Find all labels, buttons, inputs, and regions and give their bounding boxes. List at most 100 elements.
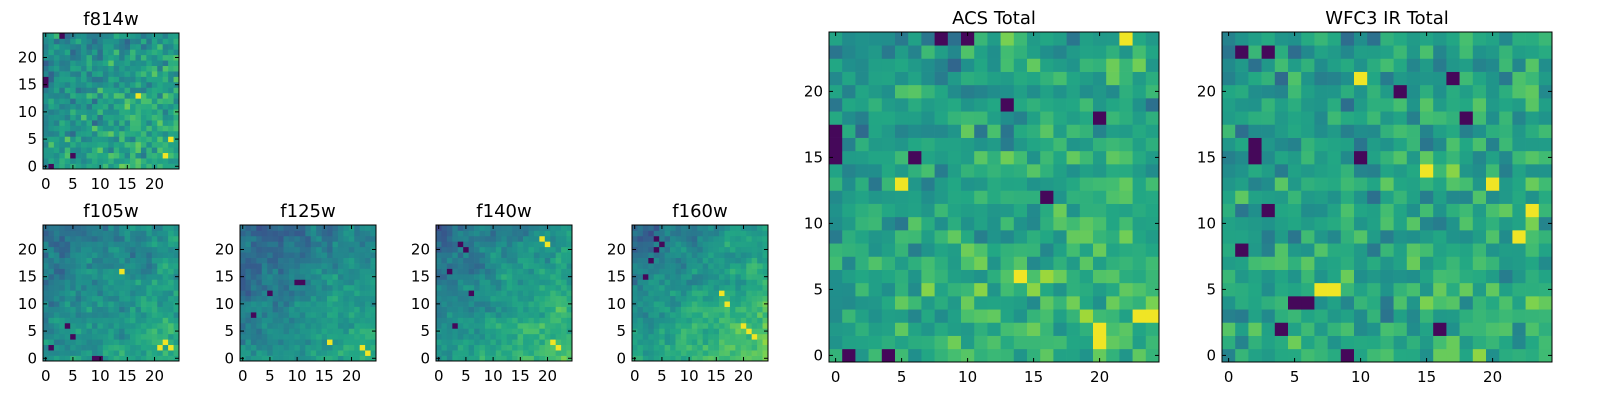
heatmap-cell (343, 350, 350, 356)
heatmap-cell (921, 177, 935, 191)
heatmap-cell (724, 344, 731, 351)
heatmap-cell (1367, 45, 1381, 59)
heatmap-cell (124, 284, 131, 291)
heatmap-cell (321, 301, 328, 307)
heatmap-cell (1013, 45, 1028, 59)
heatmap-cell (855, 322, 869, 336)
heatmap-cell (1145, 322, 1160, 336)
heatmap-cell (653, 322, 660, 329)
heatmap-cell (86, 295, 93, 302)
heatmap-cell (1499, 111, 1513, 125)
heatmap-cell (1288, 309, 1302, 323)
heatmap-cell (757, 339, 763, 346)
heatmap-cell (550, 328, 557, 335)
heatmap-cell (81, 109, 87, 115)
heatmap-cell (729, 268, 736, 275)
heatmap-cell (842, 150, 856, 165)
heatmap-cell (719, 333, 725, 340)
heatmap-cell (348, 257, 355, 264)
heatmap-cell (321, 344, 328, 351)
heatmap-cell (81, 163, 87, 170)
heatmap-cell (561, 333, 567, 340)
x-tick-label: 5 (68, 367, 78, 385)
heatmap-cell (146, 92, 153, 99)
heatmap-cell (305, 257, 312, 264)
heatmap-cell (1538, 216, 1553, 231)
heatmap-cell (664, 263, 671, 269)
heatmap-cell (895, 111, 909, 125)
heatmap-cell (146, 268, 153, 275)
heatmap-cell (48, 163, 55, 170)
y-tick-label: 10 (18, 295, 37, 313)
heatmap-cell (53, 109, 60, 115)
heatmap-cell (1261, 269, 1276, 284)
heatmap-cell (157, 49, 164, 56)
heatmap-cell (288, 279, 295, 286)
heatmap-cell (1013, 71, 1028, 86)
heatmap-cell (91, 295, 98, 302)
heatmap-cell (987, 256, 1001, 270)
heatmap-cell (135, 38, 142, 45)
heatmap-cell (457, 230, 464, 237)
heatmap-cell (245, 317, 252, 324)
heatmap-cell (1000, 296, 1015, 310)
heatmap-cell (735, 301, 742, 307)
heatmap-cell (653, 252, 660, 258)
heatmap-cell (659, 322, 665, 329)
heatmap-cell (240, 284, 246, 291)
heatmap-cell (119, 344, 125, 351)
heatmap-cell (1354, 256, 1368, 270)
heatmap-cell (908, 124, 922, 138)
heatmap-cell (337, 284, 344, 291)
heatmap-cell (463, 284, 469, 291)
heatmap-cell (173, 344, 180, 351)
heatmap-cell (321, 333, 328, 340)
heatmap-cell (337, 279, 344, 286)
x-tick-label: 5 (1290, 368, 1300, 386)
heatmap-cell (81, 339, 87, 346)
heatmap-cell (1248, 282, 1262, 297)
heatmap-cell (151, 295, 158, 302)
heatmap-cell (1027, 177, 1041, 191)
heatmap-cell (762, 268, 769, 275)
heatmap-cell (283, 230, 290, 237)
heatmap-cell (1288, 164, 1302, 178)
heatmap-cell (446, 246, 453, 253)
heatmap-cell (245, 328, 252, 335)
heatmap-cell (670, 268, 676, 275)
heatmap-cell (365, 241, 371, 248)
heatmap-cell (146, 295, 153, 302)
heatmap-cell (670, 350, 676, 356)
heatmap-cell (544, 246, 551, 253)
heatmap-cell (908, 45, 922, 59)
heatmap-cell (868, 216, 883, 231)
heatmap-cell (1222, 177, 1236, 191)
heatmap-cell (895, 58, 909, 72)
heatmap-cell (1288, 282, 1302, 297)
heatmap-cell (664, 295, 671, 302)
heatmap-cell (842, 71, 856, 86)
heatmap-cell (1013, 322, 1028, 336)
heatmap-cell (278, 322, 284, 329)
heatmap-cell (108, 306, 115, 313)
heatmap-cell (168, 33, 174, 39)
heatmap-cell (637, 279, 644, 286)
heatmap-cell (70, 92, 76, 99)
heatmap-cell (751, 333, 758, 340)
heatmap-cell (86, 114, 93, 121)
heatmap-cell (130, 317, 136, 324)
heatmap-cell (974, 256, 988, 270)
heatmap-cell (1512, 348, 1526, 363)
heatmap-cell (1367, 216, 1381, 231)
heatmap-cell (135, 158, 142, 164)
heatmap-cell (343, 328, 350, 335)
heatmap-cell (97, 306, 104, 313)
heatmap-cell (1380, 256, 1394, 270)
heatmap-cell (1235, 256, 1249, 270)
heatmap-cell (934, 269, 949, 284)
heatmap-cell (108, 317, 115, 324)
heatmap-cell (86, 328, 93, 335)
heatmap-cell (1000, 124, 1015, 138)
heatmap-cell (348, 333, 355, 340)
heatmap-cell (484, 257, 491, 264)
